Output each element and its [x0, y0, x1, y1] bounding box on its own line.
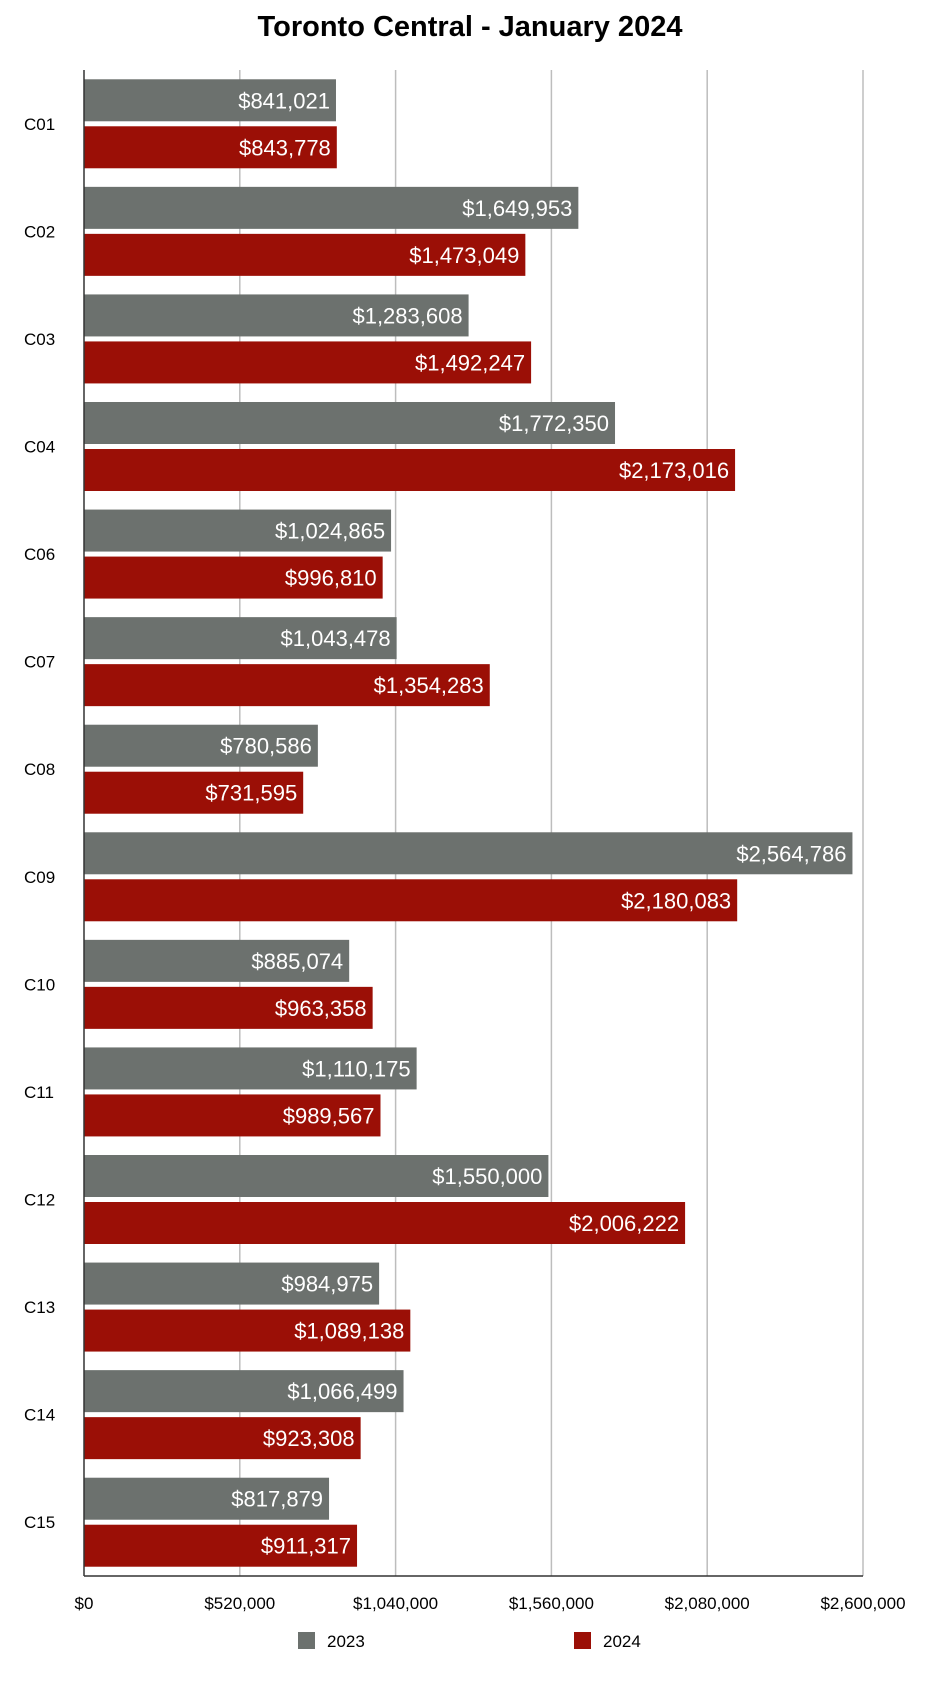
bar-2023-C10	[84, 939, 350, 982]
bar-value-label: $885,074	[251, 949, 343, 974]
bar-value-label: $1,354,283	[374, 673, 484, 698]
bar-2023-C09	[84, 832, 853, 875]
bar-value-label: $1,550,000	[432, 1164, 542, 1189]
bar-value-label: $1,066,499	[287, 1379, 397, 1404]
bar-2023-C04	[84, 402, 616, 444]
category-label: C14	[24, 1406, 55, 1425]
bar-2024-C09	[84, 879, 738, 922]
category-label: C06	[24, 545, 55, 564]
bar-2023-C14	[84, 1370, 404, 1413]
bar-2023-C15	[84, 1477, 330, 1520]
bar-2024-C10	[84, 986, 373, 1029]
bar-value-label: $963,358	[275, 996, 367, 1021]
category-label: C04	[24, 438, 55, 457]
bar-2023-C13	[84, 1262, 380, 1305]
chart-title: Toronto Central - January 2024	[258, 11, 683, 43]
x-tick-label: $2,600,000	[820, 1594, 905, 1613]
bar-2023-C06	[84, 509, 392, 552]
bar-2024-C13	[84, 1309, 411, 1352]
bar-value-label: $1,043,478	[281, 626, 391, 651]
bar-value-label: $989,567	[283, 1103, 375, 1128]
category-label: C07	[24, 653, 55, 672]
bar-value-label: $817,879	[231, 1487, 323, 1512]
bar-2023-C12	[84, 1155, 549, 1197]
bar-2024-C02	[84, 233, 526, 276]
bars: $841,021 $843,778 $1,649,953 $1,473,049 $1,2…	[84, 79, 853, 1567]
bar-2024-C14	[84, 1417, 361, 1460]
bar-2024-C12	[84, 1202, 686, 1244]
bar-2023-C02	[84, 186, 579, 229]
category-label: C12	[24, 1191, 55, 1210]
category-label: C02	[24, 222, 55, 241]
bar-value-label: $1,283,608	[352, 303, 462, 328]
bar-value-label: $923,308	[263, 1426, 355, 1451]
bar-2023-C01	[84, 79, 336, 122]
bar-2024-C04	[84, 449, 736, 491]
axes: $0 $520,000 $1,040,000 $1,560,000 $2,080,000…	[24, 70, 906, 1613]
category-label: C10	[24, 975, 55, 994]
bar-value-label: $984,975	[281, 1272, 373, 1297]
legend-swatch	[298, 1632, 315, 1649]
category-label: C08	[24, 760, 55, 779]
bar-value-label: $2,006,222	[569, 1211, 679, 1236]
bar-2024-C01	[84, 126, 337, 169]
bar-value-label: $1,772,350	[499, 411, 609, 436]
x-tick-label: $1,040,000	[353, 1594, 438, 1613]
category-label: C13	[24, 1298, 55, 1317]
legend-swatch	[574, 1632, 591, 1649]
bar-value-label: $996,810	[285, 566, 377, 591]
x-tick-label: $1,560,000	[509, 1594, 594, 1613]
bar-value-label: $1,089,138	[294, 1319, 404, 1344]
legend-label: 2023	[327, 1632, 365, 1651]
bar-2024-C06	[84, 556, 383, 599]
bar-2024-C08	[84, 771, 304, 814]
category-label: C01	[24, 115, 55, 134]
bar-2024-C07	[84, 664, 490, 707]
category-label: C15	[24, 1513, 55, 1532]
bar-value-label: $780,586	[220, 734, 312, 759]
bar-value-label: $731,595	[205, 781, 297, 806]
x-tick-label: $520,000	[204, 1594, 275, 1613]
bar-2023-C07	[84, 617, 397, 660]
bar-value-label: $1,492,247	[415, 350, 525, 375]
bar-value-label: $2,180,083	[621, 888, 731, 913]
bar-2024-C15	[84, 1524, 358, 1567]
bar-2023-C08	[84, 724, 318, 767]
x-tick-label: $2,080,000	[665, 1594, 750, 1613]
category-label: C11	[24, 1083, 54, 1102]
bar-value-label: $1,473,049	[409, 243, 519, 268]
bar-value-label: $2,173,016	[619, 458, 729, 483]
bar-value-label: $2,564,786	[736, 841, 846, 866]
bar-value-label: $911,317	[261, 1534, 351, 1559]
bar-2023-C11	[84, 1047, 417, 1090]
bar-2024-C11	[84, 1094, 381, 1137]
legend-label: 2024	[603, 1632, 641, 1651]
category-label: C03	[24, 330, 55, 349]
x-tick-label: $0	[75, 1594, 94, 1613]
bar-value-label: $1,110,175	[302, 1056, 410, 1081]
bar-value-label: $841,021	[238, 88, 330, 113]
bar-2023-C03	[84, 294, 469, 337]
bar-value-label: $1,024,865	[275, 519, 385, 544]
legend: 2023 2024	[298, 1632, 641, 1651]
bar-value-label: $843,778	[239, 135, 331, 160]
bar-2024-C03	[84, 341, 532, 384]
category-label: C09	[24, 868, 55, 887]
bar-value-label: $1,649,953	[462, 196, 572, 221]
